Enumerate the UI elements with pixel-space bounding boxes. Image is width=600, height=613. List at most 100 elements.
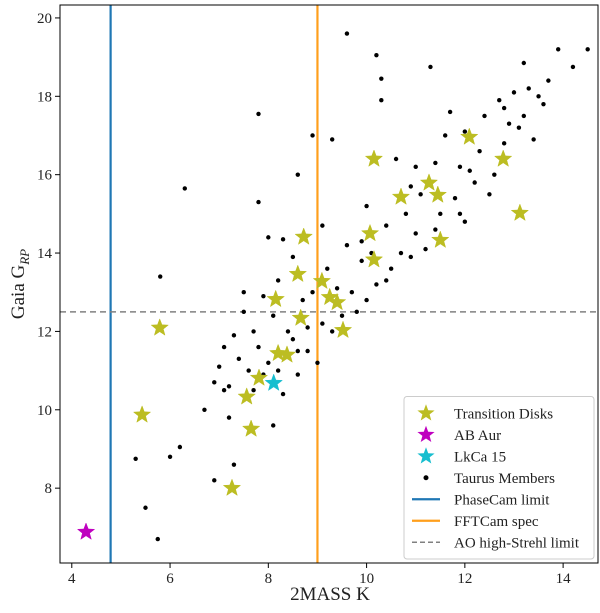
dot-point <box>202 407 207 412</box>
dot-point <box>167 454 173 460</box>
dot-point <box>246 368 251 373</box>
star-point <box>76 522 96 540</box>
dot-point <box>241 290 246 295</box>
dot-point <box>290 337 296 342</box>
dot-point <box>177 444 183 450</box>
dot-point <box>379 98 384 103</box>
legend-box <box>403 396 595 560</box>
dot-point <box>182 186 187 191</box>
dot-point <box>413 164 418 170</box>
star-point <box>249 368 269 386</box>
dot-point <box>329 329 335 334</box>
dot-point <box>315 360 320 365</box>
dot-point <box>438 211 443 217</box>
legend-marker <box>417 447 435 464</box>
dot-point <box>570 64 576 70</box>
star-point <box>428 185 448 203</box>
star-point <box>132 405 152 423</box>
dot-point <box>212 380 217 385</box>
dot-point <box>310 133 315 138</box>
dot-point <box>511 90 517 95</box>
x-tick-label: 14 <box>556 571 572 587</box>
dot-point <box>531 137 536 142</box>
dot-point <box>275 368 281 373</box>
x-axis-label: 2MASS K <box>290 584 370 605</box>
star-point <box>320 287 339 306</box>
dot-point <box>364 203 369 209</box>
dot-point <box>143 505 148 510</box>
dot-point <box>546 78 551 83</box>
dot-point <box>266 235 271 240</box>
y-tick-label: 8 <box>45 481 53 497</box>
dot-point <box>384 278 389 283</box>
dot-point <box>408 254 414 260</box>
star-point <box>391 187 411 205</box>
dot-point <box>266 360 271 365</box>
dot-point <box>295 172 301 177</box>
plot-frame <box>59 4 599 564</box>
dot-point <box>585 47 590 52</box>
x-tick-label: 10 <box>359 571 374 587</box>
dot-point <box>300 297 305 303</box>
legend-label: Taurus Members <box>454 471 555 487</box>
dot-point <box>433 160 438 166</box>
dot-point <box>344 243 350 248</box>
dot-point <box>457 211 463 217</box>
dot-point <box>556 47 561 52</box>
dot-point <box>492 172 497 177</box>
dot-point <box>521 113 527 119</box>
dot-point <box>226 384 232 389</box>
x-tick-label: 8 <box>265 571 273 587</box>
dot-point <box>506 121 512 126</box>
y-tick-label: 14 <box>37 246 53 262</box>
star-point <box>264 373 283 391</box>
dot-point <box>212 478 217 483</box>
legend-label: Transition Disks <box>454 406 553 422</box>
star-point <box>268 343 288 362</box>
dot-point <box>541 101 546 107</box>
dot-point <box>261 293 266 299</box>
dot-point <box>271 313 276 318</box>
dot-point <box>344 31 350 36</box>
y-axis-label-main: Gaia G <box>8 265 29 320</box>
dot-point <box>413 231 418 236</box>
dot-point <box>452 195 458 201</box>
dot-point <box>320 223 325 228</box>
star-point <box>493 149 513 167</box>
dot-point <box>256 344 261 350</box>
dot-point <box>231 462 237 467</box>
legend-marker <box>423 475 429 481</box>
star-point <box>237 387 256 405</box>
dot-point <box>398 250 404 256</box>
y-tick-label: 12 <box>37 324 52 340</box>
star-point <box>277 345 297 363</box>
star-point <box>288 264 308 283</box>
star-point <box>312 271 332 290</box>
star-point <box>222 478 242 496</box>
star-point <box>510 203 530 221</box>
star-point <box>364 249 384 268</box>
dot-point <box>457 164 463 170</box>
legend-marker <box>417 425 435 442</box>
dot-point <box>158 274 163 279</box>
dot-point <box>310 290 315 295</box>
dot-point <box>467 168 472 173</box>
dot-point <box>374 282 379 287</box>
x-tick-label: 12 <box>457 571 472 587</box>
star-point <box>360 223 380 242</box>
star-point <box>294 227 313 245</box>
dot-point <box>280 391 286 397</box>
dot-point <box>221 387 227 393</box>
y-axis-label-sub: RP <box>17 249 32 266</box>
star-point <box>241 419 261 437</box>
x-tick-label: 4 <box>68 571 76 587</box>
dot-point <box>364 297 369 303</box>
dot-point <box>388 266 394 271</box>
legend-label: LkCa 15 <box>454 449 506 465</box>
dot-point <box>216 364 222 369</box>
legend-label: AB Aur <box>454 428 501 444</box>
dot-point <box>305 348 310 354</box>
y-tick-label: 10 <box>37 403 52 419</box>
